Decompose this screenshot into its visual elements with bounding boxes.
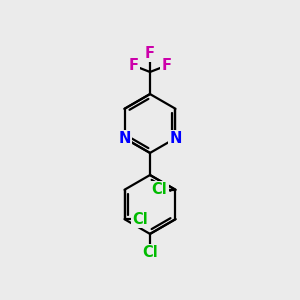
Text: N: N: [118, 131, 131, 146]
Text: F: F: [129, 58, 139, 73]
Text: Cl: Cl: [142, 245, 158, 260]
Text: F: F: [161, 58, 171, 73]
Text: Cl: Cl: [133, 212, 148, 227]
Text: N: N: [169, 131, 182, 146]
Text: Cl: Cl: [152, 182, 167, 197]
Text: F: F: [145, 46, 155, 61]
